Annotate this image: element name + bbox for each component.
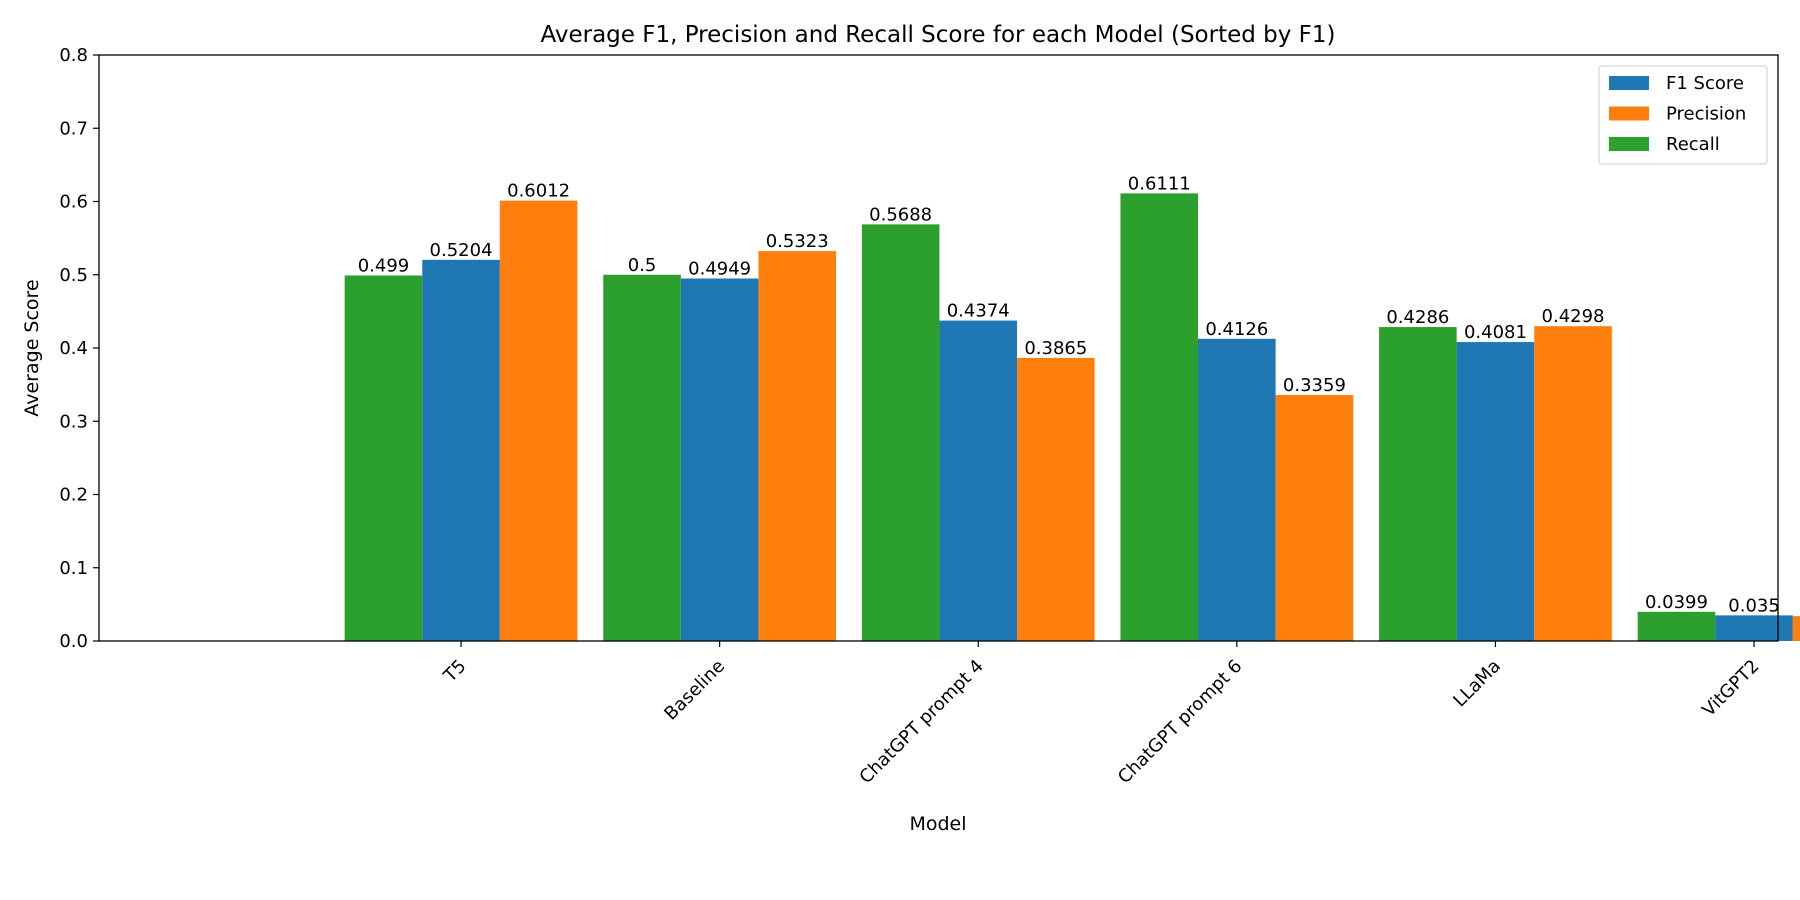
bar-precision [1792,616,1800,641]
bar-f1-score [680,278,759,641]
chart-title: Average F1, Precision and Recall Score f… [540,22,1335,48]
legend-swatch-recall [1609,137,1649,151]
x-tick-label: T5 [439,656,470,687]
bar-recall [861,224,940,641]
data-label-f1-score: 0.5204 [430,240,493,261]
data-label-precision: 0.4298 [1542,306,1605,327]
bars-group [344,193,1800,641]
data-label-f1-score: 0.4126 [1205,319,1268,340]
bar-labels-group: 0.499 0.5 0.5688 0.6111 0.4286 0.0399 0.5204 0.… [358,173,1780,616]
y-tick-label: 0.6 [59,192,88,213]
bar-precision [1534,326,1612,641]
data-label-precision: 0.3359 [1283,375,1346,396]
data-label-f1-score: 0.4949 [688,258,751,279]
data-label-precision: 0.6012 [507,181,570,202]
data-label-recall: 0.4286 [1386,307,1449,328]
y-tick-label: 0.1 [59,558,88,579]
bar-recall [603,274,681,641]
y-axis: 0.0 0.1 0.2 0.3 0.4 0.5 0.6 0.7 0.8 [59,45,99,652]
legend-swatch-precision [1609,106,1649,121]
y-tick-label: 0.4 [59,338,88,359]
bar-precision [1017,357,1095,641]
x-tick-label: ChatGPT prompt 4 [855,656,987,788]
bar-precision [1275,394,1354,641]
bar-recall [1637,611,1716,641]
y-tick-label: 0.0 [59,631,88,652]
x-tick-label: ChatGPT prompt 6 [1114,656,1246,788]
legend-label-f1-score: F1 Score [1666,73,1744,94]
bar-f1-score [939,320,1018,641]
bar-f1-score [1456,342,1535,641]
data-label-precision: 0.5323 [766,231,829,252]
data-label-precision: 0.3865 [1024,338,1087,359]
x-tick-label: VitGPT2 [1698,656,1763,721]
x-tick-label: Baseline [660,656,729,725]
x-tick-label: LLaMa [1449,656,1505,712]
data-label-recall: 0.5688 [869,204,932,225]
y-tick-label: 0.8 [59,45,88,66]
x-axis-title: Model [909,813,966,835]
y-tick-label: 0.3 [59,411,88,432]
bar-f1-score [422,259,500,641]
x-axis: T5 Baseline ChatGPT prompt 4 ChatGPT prompt… [439,641,1764,788]
bar-f1-score [1715,615,1793,641]
plot-frame [98,54,1779,642]
bar-recall [344,275,423,641]
y-tick-label: 0.7 [59,118,88,139]
bar-recall [1379,327,1457,641]
data-label-recall: 0.6111 [1128,173,1191,194]
legend-label-recall: Recall [1666,134,1720,155]
legend: F1 Score Precision Recall [1598,65,1768,165]
data-label-f1-score: 0.035 [1728,595,1780,616]
legend-swatch-f1-score [1609,76,1649,90]
data-label-recall: 0.5 [628,255,657,276]
data-label-recall: 0.499 [358,255,410,276]
y-tick-label: 0.2 [59,485,88,506]
bar-precision [499,200,578,641]
data-label-f1-score: 0.4081 [1464,322,1527,343]
bar-precision [758,251,837,641]
y-axis-title: Average Score [21,279,43,416]
bar-recall [1120,193,1199,641]
data-label-f1-score: 0.4374 [947,301,1010,322]
bar-f1-score [1198,338,1276,641]
data-label-recall: 0.0399 [1645,592,1708,613]
legend-label-precision: Precision [1666,104,1746,125]
y-tick-label: 0.5 [59,265,88,286]
